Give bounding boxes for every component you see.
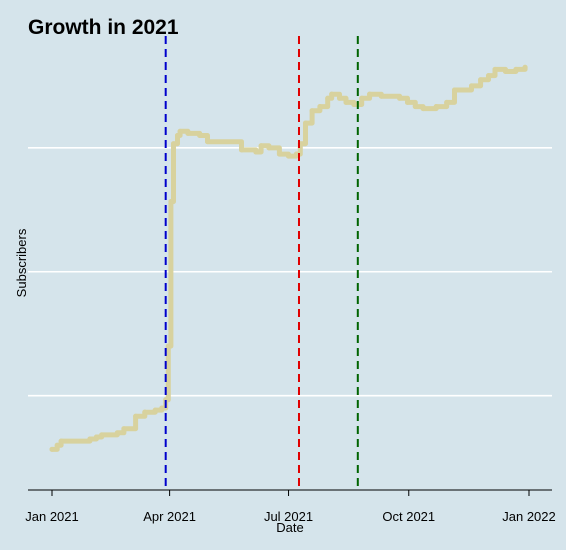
x-tick-label: Oct 2021: [382, 509, 435, 524]
series-point: [502, 68, 508, 74]
series-point: [197, 132, 203, 138]
series-point: [93, 434, 99, 440]
series-point: [420, 106, 426, 112]
series-point: [121, 426, 127, 432]
x-tick-label: Jul 2021: [264, 509, 313, 524]
x-tick-label: Jan 2021: [25, 509, 79, 524]
x-tick-label: Jan 2022: [502, 509, 556, 524]
series-point: [174, 132, 180, 138]
series-point: [367, 91, 373, 97]
series-point: [114, 430, 120, 436]
series-point: [404, 99, 410, 105]
series-point: [142, 409, 148, 415]
x-axis-ticks: Jan 2021 Apr 2021 Jul 2021 Oct 2021 Jan 2022: [25, 490, 556, 524]
series-point: [397, 95, 403, 101]
series-point: [522, 64, 528, 70]
chart-title: Growth in 2021: [28, 16, 179, 39]
series-point: [485, 73, 491, 79]
x-tick-label: Apr 2021: [143, 509, 196, 524]
series-point: [303, 120, 309, 126]
series-point: [99, 432, 105, 438]
series-point: [329, 91, 335, 97]
series-point: [468, 83, 474, 89]
series-point: [159, 405, 165, 411]
series-point: [293, 151, 299, 157]
series-point: [258, 143, 264, 149]
series-point: [444, 99, 450, 105]
series-point: [58, 438, 64, 444]
series-point: [378, 93, 384, 99]
series-point: [412, 104, 418, 110]
series-point: [478, 77, 484, 83]
x-axis-title: Date: [276, 520, 303, 535]
series-point: [351, 101, 357, 107]
series-point: [87, 436, 93, 442]
series-point: [433, 104, 439, 110]
series-point: [337, 95, 343, 101]
series-point: [133, 413, 139, 419]
reference-lines: [164, 36, 359, 490]
series-point: [325, 95, 331, 101]
series-point: [177, 128, 183, 134]
series-point: [513, 66, 519, 72]
series-point: [266, 145, 272, 151]
y-gridlines: [28, 147, 552, 397]
series-point: [253, 149, 259, 155]
series-point: [238, 147, 244, 153]
series-point: [54, 442, 60, 448]
series-point: [309, 108, 315, 114]
series-point: [49, 446, 55, 452]
series-point: [492, 66, 498, 72]
series-point: [205, 139, 211, 145]
series-point: [163, 397, 169, 403]
series-point: [185, 130, 191, 136]
series-point: [168, 199, 174, 205]
series-point: [286, 153, 292, 159]
series-point: [317, 104, 323, 110]
series-point: [359, 95, 365, 101]
series-point: [452, 87, 458, 93]
y-axis-title: Subscribers: [14, 228, 29, 297]
series-point: [276, 151, 282, 157]
series-layer: [49, 64, 528, 452]
series-point: [343, 99, 349, 105]
series-point: [171, 141, 177, 147]
series-point: [152, 407, 158, 413]
series-point: [165, 343, 171, 349]
